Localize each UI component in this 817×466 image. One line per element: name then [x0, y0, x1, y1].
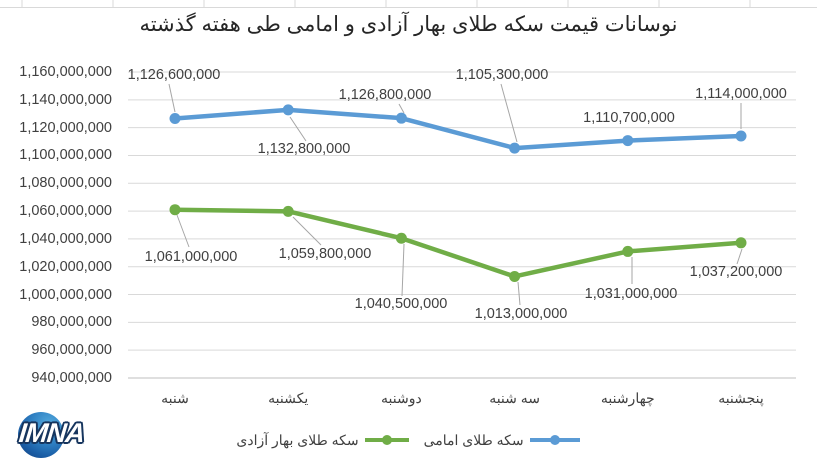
legend: سکه طلای بهار آزادی سکه طلای امامی	[0, 429, 817, 451]
y-tick-label: 940,000,000	[31, 370, 112, 386]
y-tick-label: 1,100,000,000	[19, 147, 112, 164]
data-label: 1,013,000,000	[474, 306, 568, 322]
data-label: 1,110,700,000	[583, 110, 675, 126]
y-tick-label: 1,160,000,000	[19, 64, 112, 80]
data-label: 1,061,000,000	[144, 249, 238, 265]
data-label: 1,114,000,000	[695, 86, 787, 102]
series-line-0	[172, 207, 744, 279]
data-label: 1,126,800,000	[338, 87, 432, 103]
legend-label-bahar-azadi: سکه طلای بهار آزادی	[236, 431, 359, 448]
data-label: 1,059,800,000	[278, 246, 372, 262]
series-point	[282, 104, 294, 116]
data-label: 1,037,200,000	[689, 264, 783, 280]
series-point	[169, 112, 181, 124]
imna-logo-text: IMNA	[17, 418, 86, 448]
series-point	[735, 130, 747, 142]
series-point	[622, 245, 634, 257]
series-point	[509, 142, 521, 154]
y-tick-label: 1,140,000,000	[19, 91, 112, 108]
series-point	[395, 232, 407, 244]
series-point	[509, 270, 521, 282]
legend-line-marker-icon	[364, 435, 409, 445]
y-tick-label: 1,120,000,000	[19, 119, 112, 136]
series-point	[735, 237, 747, 249]
y-tick-label: 960,000,000	[31, 342, 112, 359]
x-tick-label: پنجشنبه	[718, 390, 764, 406]
series-point	[622, 135, 634, 147]
data-label: 1,040,500,000	[354, 296, 448, 312]
x-tick-label: یکشنبه	[268, 390, 309, 406]
series-point	[395, 112, 407, 124]
x-tick-label: شنبه	[161, 390, 189, 406]
imna-logo-sphere-icon	[18, 412, 64, 458]
x-tick-label: دوشنبه	[381, 390, 422, 406]
series-point	[282, 205, 294, 217]
x-tick-label: سه شنبه	[489, 390, 540, 406]
legend-item-bahar-azadi: سکه طلای بهار آزادی	[236, 432, 409, 449]
imna-logo: IMNA	[2, 401, 122, 465]
series-point	[169, 204, 181, 216]
y-tick-label: 1,040,000,000	[19, 230, 112, 247]
y-tick-label: 1,080,000,000	[19, 175, 112, 192]
x-tick-label: چهارشنبه	[600, 390, 655, 406]
data-label: 1,105,300,000	[455, 67, 549, 83]
legend-label-emami: سکه طلای امامی	[423, 431, 524, 448]
data-label: 1,126,600,000	[127, 67, 221, 83]
legend-item-emami: سکه طلای امامی	[424, 432, 581, 449]
y-tick-label: 1,000,000,000	[19, 286, 112, 303]
legend-line-marker-icon	[529, 435, 580, 445]
y-tick-label: 1,020,000,000	[19, 258, 112, 275]
series-line-1	[172, 107, 744, 151]
data-label: 1,031,000,000	[584, 286, 678, 302]
chart-title: نوسانات قیمت سکه طلای بهار آزادی و امامی…	[139, 13, 678, 36]
data-label: 1,132,800,000	[257, 141, 351, 157]
y-tick-label: 980,000,000	[31, 314, 112, 331]
y-tick-label: 1,060,000,000	[19, 203, 112, 220]
